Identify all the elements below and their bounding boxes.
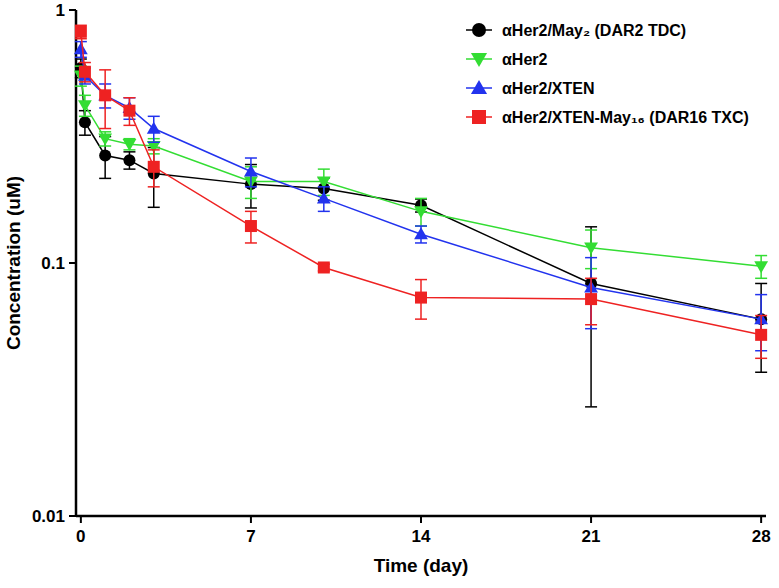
data-point — [99, 89, 111, 101]
legend-label: αHer2/XTEN-May₁₆ (DAR16 TXC) — [502, 109, 749, 126]
y-tick-label: 0.01 — [32, 507, 65, 526]
error-bar — [585, 258, 597, 329]
x-tick-label: 21 — [582, 527, 601, 546]
data-point — [98, 134, 112, 146]
x-tick-label: 28 — [752, 527, 771, 546]
data-point — [318, 261, 330, 273]
error-bar — [123, 152, 135, 169]
data-point — [244, 165, 258, 177]
data-point — [317, 176, 331, 188]
data-point — [79, 116, 91, 128]
data-point — [584, 243, 598, 255]
series — [74, 42, 768, 351]
legend-label: αHer2/XTEN — [502, 80, 595, 97]
legend-marker — [472, 23, 486, 37]
x-tick-label: 7 — [246, 527, 255, 546]
data-point — [414, 227, 428, 239]
error-bar — [415, 226, 427, 243]
data-point — [75, 26, 87, 38]
data-point — [148, 161, 160, 173]
error-bar — [79, 63, 91, 82]
y-tick — [69, 9, 76, 11]
legend-marker — [472, 110, 486, 124]
x-tick — [250, 516, 252, 523]
error-bar — [99, 132, 111, 146]
legend-label: αHer2/May₂ (DAR2 TDC) — [502, 22, 686, 39]
error-bar — [415, 198, 427, 226]
series — [74, 66, 768, 278]
error-bar — [755, 283, 767, 372]
data-point — [245, 220, 257, 232]
x-tick — [760, 516, 762, 523]
chart: 0 7 14 21 28 0.01 0.1 1 Time (day) Concentration … — [0, 0, 779, 588]
error-bar — [99, 70, 111, 129]
data-point — [98, 88, 112, 100]
data-point — [79, 66, 91, 78]
legend-label: αHer2 — [502, 51, 548, 68]
y-tick-label: 1 — [56, 1, 65, 20]
data-point — [317, 192, 331, 204]
y-tick — [69, 515, 76, 517]
data-point — [99, 150, 111, 162]
error-bar — [245, 158, 257, 187]
error-bar — [415, 280, 427, 320]
series-line — [81, 32, 761, 335]
y-tick-label: 0.1 — [41, 254, 65, 273]
data-point — [74, 42, 88, 54]
error-bar — [245, 165, 257, 208]
error-bar — [79, 95, 91, 116]
error-bar — [585, 278, 597, 324]
x-tick — [80, 516, 82, 523]
data-point — [755, 329, 767, 341]
data-point — [754, 261, 768, 273]
error-bar — [123, 98, 135, 126]
error-bar — [585, 227, 597, 407]
error-bar — [75, 42, 87, 58]
legend-marker — [471, 53, 487, 67]
data-point — [123, 154, 135, 166]
data-point — [78, 100, 92, 112]
x-axis-label: Time (day) — [374, 555, 469, 576]
x-tick-label: 0 — [76, 527, 85, 546]
error-bar — [148, 116, 160, 142]
data-point — [123, 105, 135, 117]
x-tick-label: 14 — [412, 527, 431, 546]
series — [75, 25, 767, 358]
error-bar — [245, 211, 257, 243]
y-tick — [69, 262, 76, 264]
error-bar — [755, 316, 767, 359]
data-point — [147, 122, 161, 134]
legend: αHer2/May₂ (DAR2 TDC) αHer2 αHer2/XTEN αHer… — [466, 22, 749, 126]
error-bar — [755, 256, 767, 279]
legend-marker — [471, 80, 487, 94]
x-tick — [420, 516, 422, 523]
series-line — [81, 76, 761, 267]
x-tick — [590, 516, 592, 523]
series — [75, 59, 767, 407]
data-point — [415, 292, 427, 304]
y-axis-label: Concentration (uM) — [3, 176, 24, 350]
data-point — [123, 139, 137, 151]
error-bar — [75, 25, 87, 38]
series-line — [81, 68, 761, 319]
data-point — [585, 293, 597, 305]
error-bar — [148, 150, 160, 187]
error-bar — [318, 187, 330, 212]
data-point — [414, 206, 428, 218]
plot-area — [74, 25, 768, 407]
